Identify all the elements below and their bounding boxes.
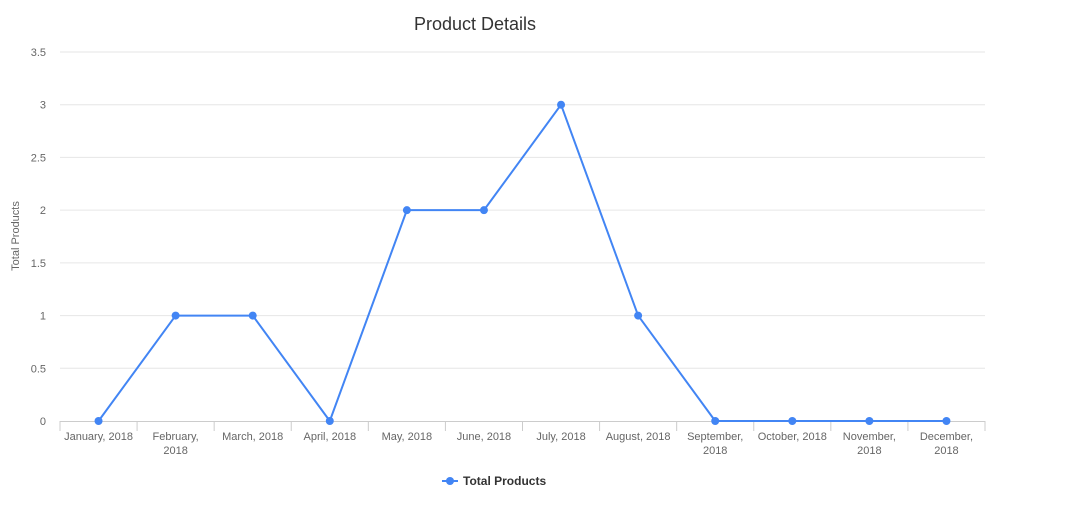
series-lines: [97, 103, 947, 422]
x-tick-label-line: 2018: [163, 445, 187, 457]
x-tick-label-line: 2018: [703, 445, 727, 457]
y-axis-ticks: 0 0.5 1 1.5 2 2.5 3 3.5: [31, 47, 46, 428]
x-tick-label: July, 2018: [536, 431, 585, 443]
chart-title: Product Details: [414, 14, 536, 34]
data-point[interactable]: [557, 100, 566, 109]
x-tick-label-line: 2018: [857, 445, 881, 457]
data-points: [94, 100, 951, 425]
y-axis-label: Total Products: [10, 201, 22, 271]
x-tick-label-line: September,: [687, 431, 743, 443]
x-tick-label: February, 2018: [152, 431, 198, 457]
x-tick-label: September, 2018: [687, 431, 743, 457]
y-tick-label: 0: [40, 416, 46, 428]
x-tick-label: April, 2018: [303, 431, 356, 443]
data-point[interactable]: [788, 417, 797, 425]
grid-lines: [60, 51, 985, 369]
x-tick-label-line: 2018: [934, 445, 958, 457]
x-tick-label-line: August, 2018: [606, 431, 671, 443]
legend-label-total-products: Total Products: [463, 474, 546, 488]
y-tick-label: 3: [40, 100, 46, 112]
y-tick-label: 0.5: [31, 363, 46, 375]
series-line: [97, 103, 947, 422]
data-point[interactable]: [171, 311, 180, 320]
data-point[interactable]: [711, 417, 720, 425]
data-point[interactable]: [865, 417, 874, 425]
data-point[interactable]: [248, 311, 257, 320]
x-axis-ticks: January, 2018 February, 2018 March, 2018 Apr…: [64, 431, 973, 457]
x-axis: [59, 421, 986, 431]
x-tick-label-line: April, 2018: [303, 431, 356, 443]
x-tick-label-line: October, 2018: [758, 431, 827, 443]
data-point[interactable]: [402, 206, 411, 215]
data-point[interactable]: [479, 206, 488, 215]
x-tick-label-line: July, 2018: [536, 431, 585, 443]
x-tick-label: December, 2018: [920, 431, 973, 457]
x-tick-label: January, 2018: [64, 431, 133, 443]
x-tick-label-line: November,: [843, 431, 896, 443]
x-tick-label-line: January, 2018: [64, 431, 133, 443]
x-tick-label: August, 2018: [606, 431, 671, 443]
data-point[interactable]: [634, 311, 643, 320]
legend[interactable]: Total Products: [442, 474, 546, 488]
x-tick-label-line: May, 2018: [382, 431, 433, 443]
y-tick-label: 1: [40, 311, 46, 323]
y-tick-label: 2.5: [31, 152, 46, 164]
data-point[interactable]: [94, 417, 103, 425]
x-tick-label-line: February,: [152, 431, 198, 443]
y-tick-label: 3.5: [31, 47, 46, 59]
y-tick-label: 1.5: [31, 258, 46, 270]
data-point[interactable]: [325, 417, 334, 425]
x-tick-label-line: June, 2018: [457, 431, 511, 443]
x-tick-label: May, 2018: [382, 431, 433, 443]
data-point[interactable]: [942, 417, 951, 425]
x-tick-label: March, 2018: [222, 431, 283, 443]
x-tick-label-line: December,: [920, 431, 973, 443]
legend-marker: [446, 477, 454, 485]
x-tick-label: June, 2018: [457, 431, 511, 443]
y-tick-label: 2: [40, 205, 46, 217]
x-tick-label: October, 2018: [758, 431, 827, 443]
x-tick-label-line: March, 2018: [222, 431, 283, 443]
x-tick-label: November, 2018: [843, 431, 896, 457]
